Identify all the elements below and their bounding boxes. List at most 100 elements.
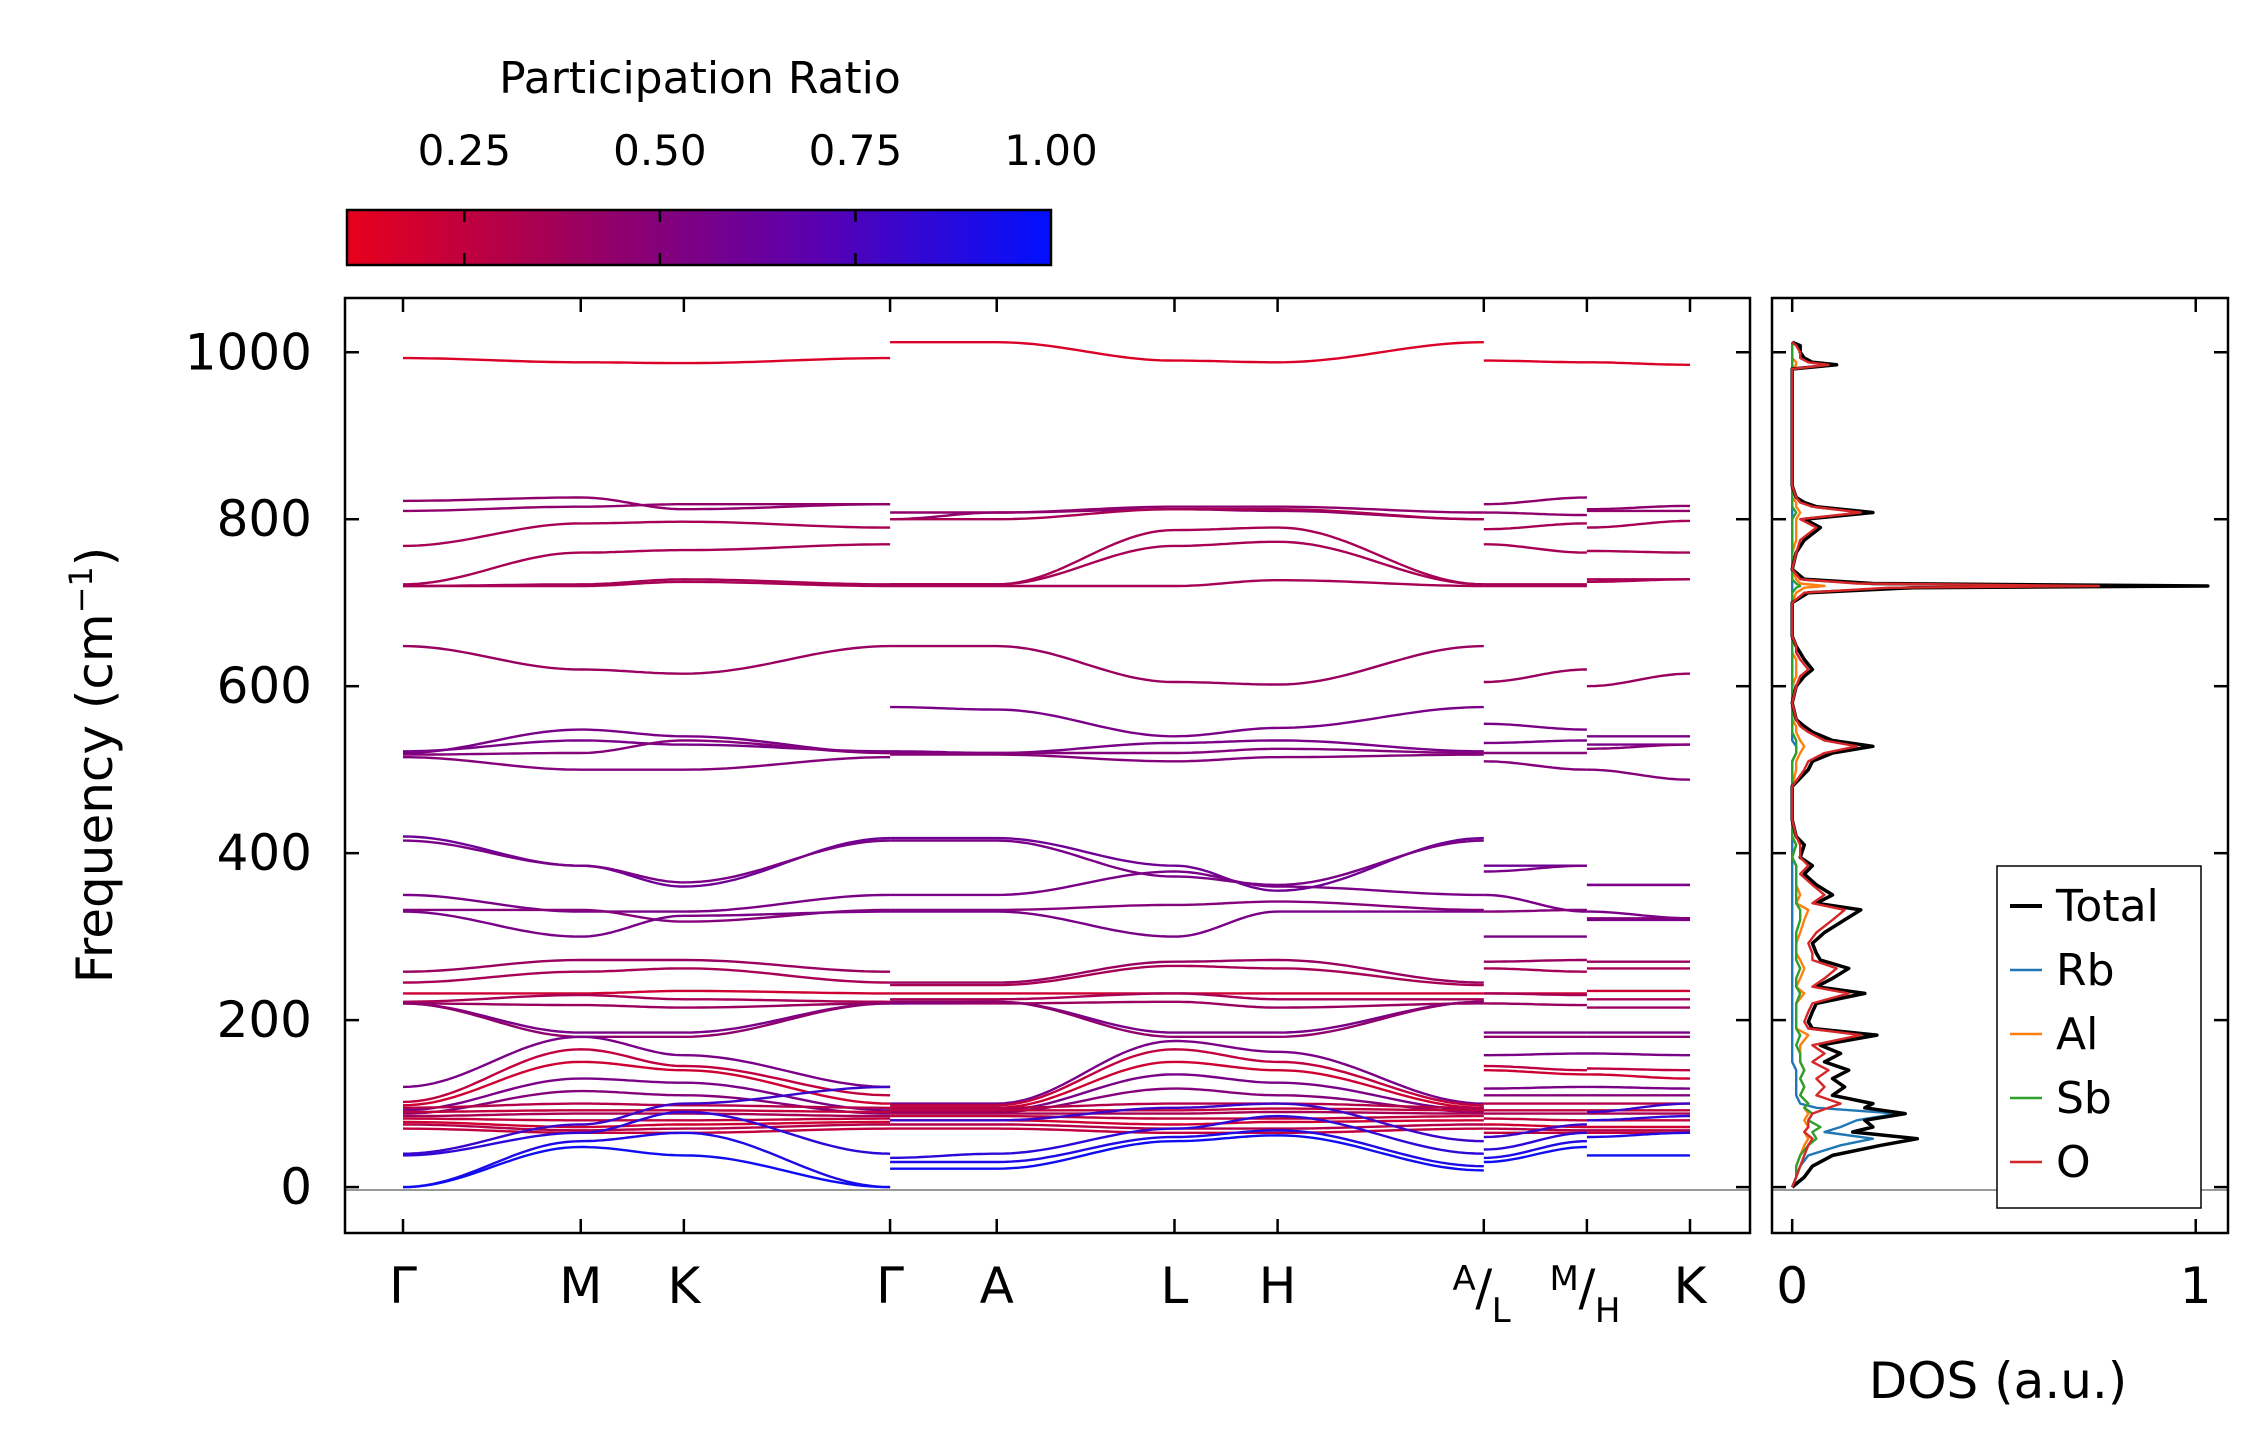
kpoint-label-slash: /: [1475, 1259, 1492, 1317]
band-line: [890, 870, 1484, 897]
phonon-bands: [402, 341, 1691, 1189]
band-line: [1483, 739, 1587, 745]
band-line: [890, 1129, 1484, 1168]
band-line: [1483, 864, 1587, 873]
band-line: [1483, 992, 1587, 997]
band-line: [402, 835, 891, 888]
colorbar-tick-label: 0.25: [418, 126, 512, 175]
band-line: [403, 580, 891, 588]
band-line: [402, 728, 891, 755]
kpoint-axis-ticks: Γ M K Γ A L H A / LM / H K: [389, 298, 1708, 1331]
dos-frequency-ticks: [1772, 351, 2228, 1189]
band-line: [890, 1039, 1484, 1105]
band-line: [1586, 549, 1690, 554]
colorbar: Participation Ratio 0.25 0.50 0.75 1.00: [345, 53, 1098, 267]
kpoint-label-sup: A: [1453, 1259, 1476, 1299]
band-line: [402, 1048, 891, 1104]
band-line: [403, 958, 891, 973]
colorbar-gradient: [345, 208, 1053, 267]
kpoint-label: H: [1259, 1257, 1297, 1315]
band-line: [1483, 1052, 1587, 1057]
y-tick-label: 600: [217, 657, 312, 715]
band-line: [890, 839, 1484, 887]
legend-items: Total Rb Al Sb O: [2010, 881, 2159, 1188]
band-line: [1483, 1068, 1587, 1076]
band-line: [402, 644, 891, 675]
legend-label: Total: [2055, 881, 2159, 932]
dos-line-al: [1790, 342, 1826, 1188]
dos-x-tick-label: 1: [2180, 1257, 2212, 1315]
band-line: [402, 1060, 891, 1107]
band-line: [1483, 1064, 1587, 1072]
legend-label: O: [2056, 1137, 2091, 1188]
legend-label: Rb: [2056, 945, 2115, 996]
band-line: [890, 1060, 1484, 1110]
band-line: [1483, 496, 1587, 506]
band-line: [890, 508, 1484, 521]
frequency-axis-label-close: ): [66, 547, 124, 567]
frequency-axis-ticks: 0 200 400 600 800 1000: [185, 323, 1750, 1216]
band-line: [1483, 359, 1587, 364]
band-line: [1483, 1131, 1587, 1151]
band-line: [402, 993, 891, 1003]
band-line: [1586, 1073, 1691, 1080]
kpoint-label: Γ: [876, 1257, 904, 1315]
colorbar-ticks: 0.25 0.50 0.75 1.00: [418, 126, 1098, 175]
band-line: [890, 1107, 1484, 1112]
band-line: [403, 739, 891, 756]
band-line: [402, 910, 891, 938]
band-line: [403, 1117, 891, 1122]
dos-line-sb: [1790, 342, 1822, 1188]
band-line: [890, 1127, 1484, 1135]
band-line: [1586, 1085, 1690, 1090]
band-line: [890, 505, 1484, 514]
band-line: [890, 705, 1484, 738]
band-line: [1586, 578, 1690, 583]
y-tick-label: 800: [217, 490, 312, 548]
band-line: [890, 900, 1484, 912]
y-tick-label: 0: [280, 1158, 312, 1216]
dos-curves: [1790, 340, 2210, 1189]
band-line: [1483, 722, 1587, 731]
band-line: [403, 756, 891, 771]
kpoint-label: L: [1161, 1257, 1189, 1315]
band-line: [1586, 672, 1690, 688]
band-line: [1483, 1117, 1587, 1122]
kpoint-label: A: [980, 1257, 1014, 1315]
band-line: [402, 1002, 891, 1039]
band-line: [402, 1035, 891, 1089]
band-line: [890, 836, 1484, 892]
band-line: [402, 893, 891, 913]
band-line: [1483, 1145, 1587, 1164]
band-line: [890, 1087, 1484, 1114]
frequency-axis-label-sup: −1: [62, 566, 100, 613]
dos-legend: Total Rb Al Sb O: [1996, 865, 2202, 1209]
band-plot-frame: [343, 296, 1752, 1235]
band-line: [1586, 768, 1691, 781]
kpoint-label-sup: M: [1550, 1259, 1579, 1299]
colorbar-tick-label: 0.50: [613, 126, 707, 175]
band-line: [1483, 1123, 1587, 1129]
band-line: [403, 1102, 891, 1110]
band-line: [890, 910, 1484, 938]
band-line: [403, 1112, 891, 1118]
band-line: [1483, 543, 1587, 554]
band-line: [1586, 361, 1690, 366]
band-line: [890, 964, 1484, 987]
band-line: [890, 644, 1484, 686]
legend-frame: [1996, 865, 2202, 1209]
band-line: [1483, 1139, 1587, 1160]
frequency-axis-label-text: Frequency (cm: [66, 613, 124, 983]
band-line: [403, 908, 891, 923]
dos-x-tick-label: 0: [1776, 1257, 1808, 1315]
kpoint-label-sub: H: [1595, 1291, 1621, 1331]
band-line: [1483, 1123, 1587, 1139]
band-line: [402, 496, 891, 511]
band-line: [402, 543, 891, 586]
kpoint-label-sub: L: [1492, 1291, 1511, 1331]
band-line: [402, 1109, 891, 1114]
band-line: [402, 1131, 891, 1189]
band-line: [402, 1127, 891, 1135]
kpoint-label: Γ: [389, 1257, 417, 1315]
